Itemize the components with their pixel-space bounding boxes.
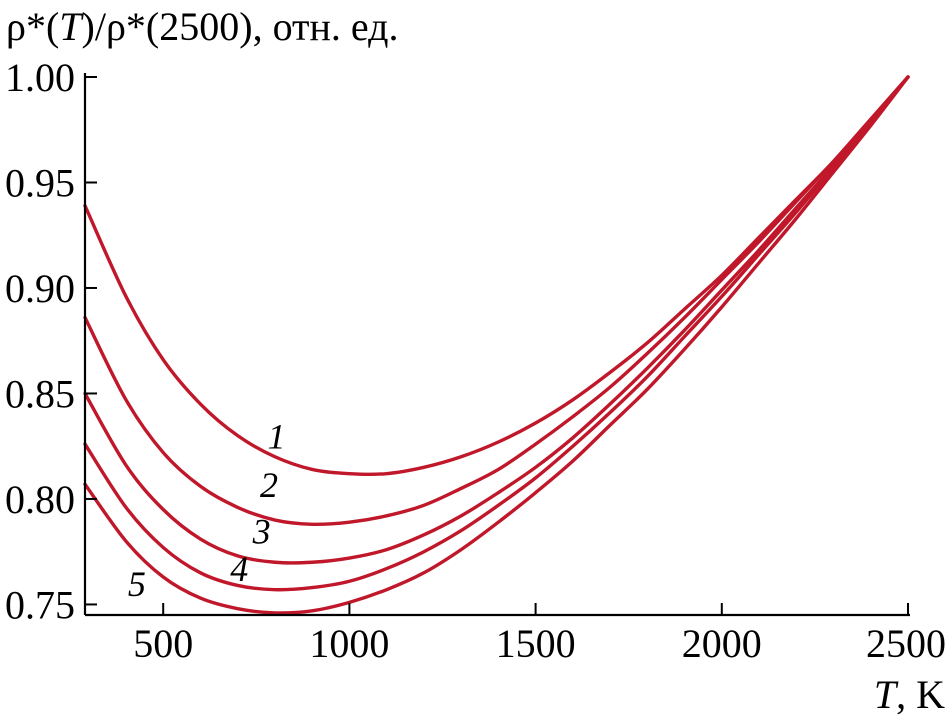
x-tick-label: 2000: [682, 621, 762, 666]
y-tick-label: 0.85: [5, 371, 75, 416]
chart-title-italic: T: [59, 4, 84, 49]
chart-title: ρ*(T)/ρ*(2500), отн. ед.: [6, 4, 399, 49]
y-tick-label: 0.95: [5, 160, 75, 205]
curve-5: [83, 75, 910, 615]
curve-label-2: 2: [260, 465, 278, 505]
x-axis-label-italic: T: [874, 672, 899, 717]
curve-label-1: 1: [267, 416, 285, 456]
x-ticks-group: 500 1000 1500 2000 2500: [133, 603, 946, 666]
curve-1: [83, 75, 910, 477]
y-tick-label: 0.90: [5, 266, 75, 311]
x-axis-label: T, K: [874, 672, 945, 717]
y-tick-label: 1.00: [5, 55, 75, 100]
y-ticks-group: 0.75 0.80 0.85 0.90 0.95 1.00: [5, 55, 97, 627]
x-tick-label: 1000: [309, 621, 389, 666]
chart-title-suffix: )/ρ*(2500), отн. ед.: [82, 4, 399, 49]
x-axis-label-suffix: , K: [896, 672, 945, 717]
curve-label-5: 5: [128, 564, 146, 604]
curve-label-4: 4: [230, 549, 248, 589]
x-tick-label: 2500: [866, 621, 946, 666]
curve-2: [83, 75, 910, 527]
curve-3: [83, 75, 910, 565]
curve-labels-group: 1 2 34 5: [128, 416, 286, 604]
curve-label-3: 3: [252, 511, 271, 551]
curves-group: [83, 75, 910, 615]
x-tick-label: 1500: [496, 621, 576, 666]
curve-4: [83, 75, 910, 592]
chart-title-prefix: ρ*(: [6, 4, 59, 49]
y-tick-label: 0.80: [5, 477, 75, 522]
y-tick-label: 0.75: [5, 582, 75, 627]
x-tick-label: 500: [133, 621, 193, 666]
